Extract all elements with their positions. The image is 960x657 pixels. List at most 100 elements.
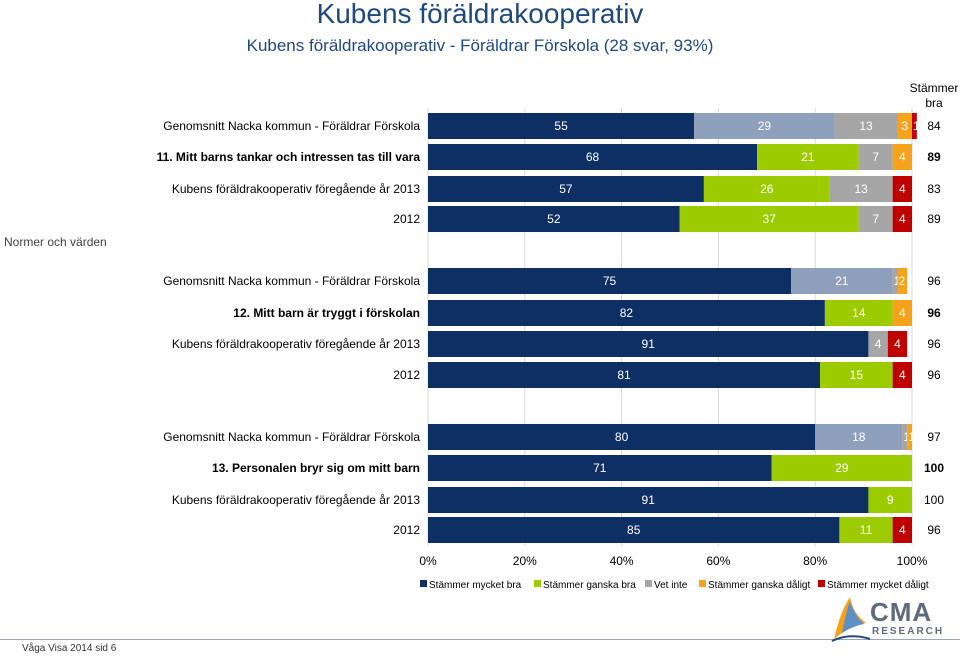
data-label: 3 — [901, 119, 908, 133]
row-label: 12. Mitt barn är tryggt i förskolan — [233, 306, 420, 320]
bar-segment — [892, 300, 912, 326]
data-label: 9 — [887, 493, 894, 507]
bar-segment — [428, 331, 869, 357]
bar-segment — [757, 144, 859, 170]
bar-segment — [428, 455, 772, 481]
bar-segment — [694, 113, 835, 139]
legend-label: Stämmer ganska dåligt — [708, 579, 810, 591]
bar-segment — [897, 268, 908, 294]
stammer-bra-value: 100 — [924, 493, 944, 507]
legend-label: Stämmer ganska bra — [543, 580, 636, 591]
data-label: 80 — [615, 430, 629, 444]
data-label: 15 — [850, 368, 864, 382]
data-label: 14 — [852, 306, 866, 320]
row-label: Kubens föräldrakooperativ föregående år … — [172, 182, 421, 196]
stammer-bra-value: 84 — [927, 119, 941, 133]
bar-segment — [815, 424, 903, 450]
stammer-bra-value: 96 — [927, 523, 941, 537]
data-label: 91 — [642, 493, 656, 507]
data-label: 21 — [801, 150, 815, 164]
x-tick-label: 20% — [513, 554, 537, 568]
data-label: 1 — [903, 430, 910, 444]
data-label: 4 — [899, 182, 906, 196]
bar-segment — [820, 362, 893, 388]
page-subtitle: Kubens föräldrakooperativ - Föräldrar Fö… — [246, 36, 714, 55]
bar-segment — [892, 362, 912, 388]
data-label: 0 — [913, 461, 920, 475]
bar-segment — [791, 268, 893, 294]
x-tick-label: 80% — [803, 554, 827, 568]
page-title: Kubens föräldrakooperativ — [316, 0, 644, 29]
x-tick-label: 40% — [610, 554, 634, 568]
row-label: 2012 — [393, 523, 420, 537]
x-tick-label: 60% — [706, 554, 730, 568]
bar-segment — [892, 268, 898, 294]
data-label: 4 — [875, 337, 882, 351]
stammer-bra-value: 100 — [924, 461, 944, 475]
data-label: 13 — [855, 182, 869, 196]
data-label: 0 — [908, 274, 915, 288]
data-label: 0 — [913, 306, 920, 320]
bar-segment — [892, 176, 912, 202]
row-label: Genomsnitt Nacka kommun - Föräldrar Förs… — [163, 430, 420, 444]
bar-segment — [839, 517, 893, 543]
row-label: 2012 — [393, 368, 420, 382]
bar-segment — [824, 300, 893, 326]
bar-segment — [428, 517, 840, 543]
section-label: Normer och värden — [4, 235, 107, 249]
data-label: 55 — [554, 119, 568, 133]
footer-text: Våga Visa 2014 sid 6 — [22, 643, 117, 654]
bar-segment — [428, 206, 680, 232]
bar-segment — [428, 487, 869, 513]
data-label: 0 — [913, 150, 920, 164]
data-label: 4 — [899, 212, 906, 226]
cma-logo: CMA RESEARCH — [828, 595, 948, 645]
legend-swatch — [645, 580, 652, 587]
data-label: 4 — [899, 368, 906, 382]
data-label: 85 — [627, 523, 641, 537]
bar-segment — [892, 206, 912, 232]
legend-swatch — [534, 580, 541, 587]
data-label: 4 — [899, 523, 906, 537]
logo-sub: RESEARCH — [872, 626, 945, 637]
data-label: 2 — [898, 274, 905, 288]
data-label: 18 — [852, 430, 866, 444]
bar-segment — [829, 176, 893, 202]
bar-segment — [703, 176, 830, 202]
bar-segment — [902, 424, 908, 450]
x-tick-label: 100% — [897, 554, 928, 568]
footer-divider — [0, 639, 960, 640]
bar-segment — [897, 113, 912, 139]
legend-swatch — [699, 580, 706, 587]
logo-name: CMA — [870, 597, 933, 627]
stammer-bra-value: 96 — [927, 337, 941, 351]
bar-segment — [834, 113, 898, 139]
legend-label: Stämmer mycket bra — [429, 580, 522, 591]
stammer-bra-value: 97 — [927, 430, 941, 444]
stammer-bra-value: 83 — [927, 182, 941, 196]
data-label: 4 — [894, 337, 901, 351]
data-label: 7 — [872, 150, 879, 164]
right-column-title: Stämmer — [910, 81, 959, 95]
bar-segment — [428, 362, 821, 388]
data-label: 21 — [835, 274, 849, 288]
bar-segment — [907, 424, 912, 450]
bar-segment — [868, 487, 912, 513]
x-tick-label: 0% — [419, 554, 437, 568]
data-label: 91 — [642, 337, 656, 351]
row-label: Kubens föräldrakooperativ föregående år … — [172, 337, 421, 351]
bar-segment — [428, 176, 704, 202]
legend-swatch — [420, 580, 427, 587]
bar-segment — [858, 144, 893, 170]
bar-segment — [887, 331, 908, 357]
data-label: 1 — [894, 274, 901, 288]
stammer-bra-value: 96 — [927, 306, 941, 320]
right-column-title: bra — [925, 96, 943, 110]
row-label: 11. Mitt barns tankar och intressen tas … — [157, 150, 421, 164]
bar-segment — [912, 113, 917, 139]
legend-swatch — [818, 580, 825, 587]
row-label: Genomsnitt Nacka kommun - Föräldrar Förs… — [163, 119, 420, 133]
bar-segment — [892, 144, 912, 170]
bar-segment — [679, 206, 859, 232]
